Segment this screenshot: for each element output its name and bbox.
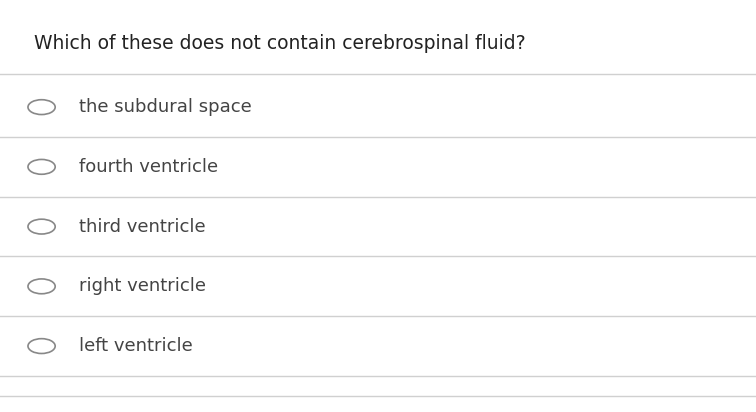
Text: right ventricle: right ventricle (79, 277, 206, 295)
Text: third ventricle: third ventricle (79, 218, 206, 236)
Text: fourth ventricle: fourth ventricle (79, 158, 218, 176)
Text: the subdural space: the subdural space (79, 98, 253, 116)
Text: left ventricle: left ventricle (79, 337, 193, 355)
Text: Which of these does not contain cerebrospinal fluid?: Which of these does not contain cerebros… (34, 34, 525, 53)
